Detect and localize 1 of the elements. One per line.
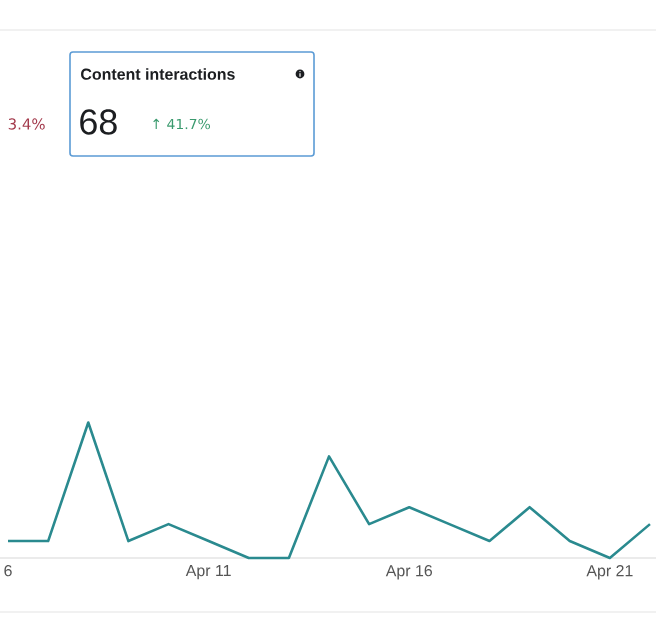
- text: 68: [80, 109, 117, 135]
